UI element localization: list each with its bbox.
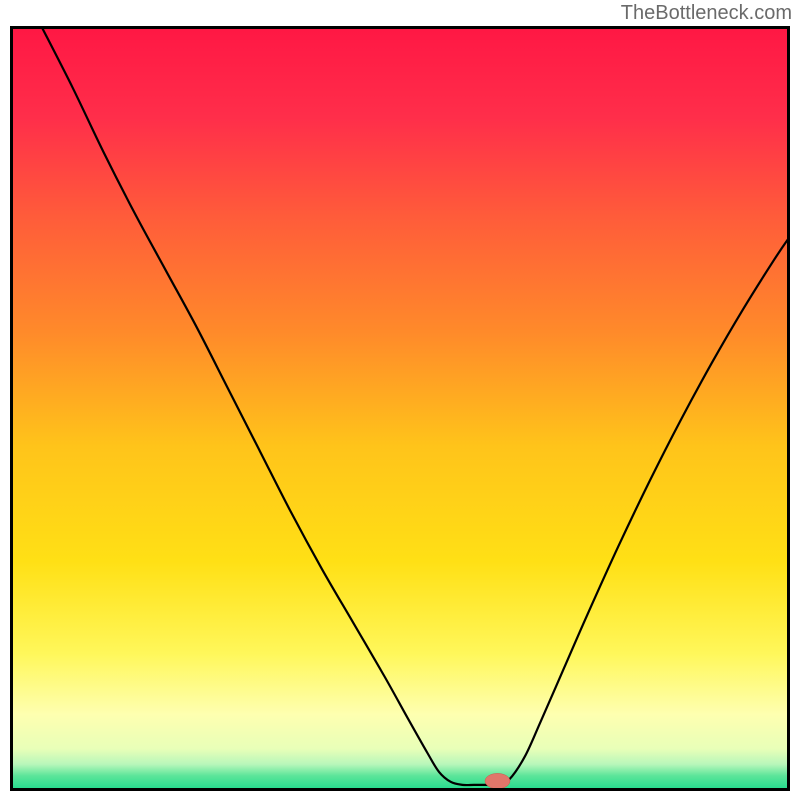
chart-container: TheBottleneck.com — [0, 0, 800, 800]
bottleneck-chart — [10, 26, 790, 791]
optimal-point-marker — [485, 773, 510, 788]
watermark-text: TheBottleneck.com — [621, 2, 792, 25]
chart-frame — [10, 26, 790, 791]
chart-background — [10, 26, 790, 791]
